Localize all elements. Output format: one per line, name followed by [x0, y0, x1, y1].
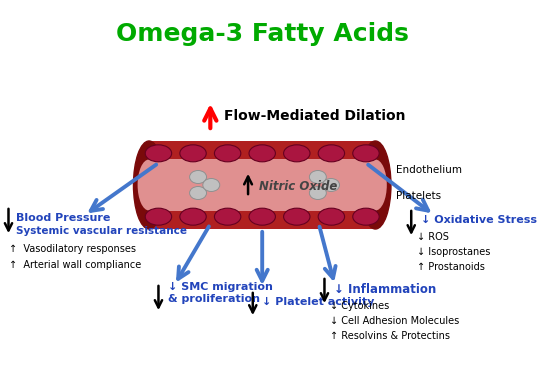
- Ellipse shape: [364, 160, 387, 211]
- Ellipse shape: [360, 141, 391, 229]
- Bar: [149, 160, 375, 211]
- Ellipse shape: [180, 208, 206, 225]
- Ellipse shape: [249, 208, 275, 225]
- Text: ↓ Inflammation: ↓ Inflammation: [334, 283, 436, 296]
- Ellipse shape: [138, 160, 160, 211]
- Text: Platelets: Platelets: [396, 191, 441, 201]
- Ellipse shape: [353, 208, 379, 225]
- Text: ↑ Prostanoids: ↑ Prostanoids: [417, 262, 485, 272]
- Ellipse shape: [214, 145, 241, 162]
- Text: ↓ Platelet activity: ↓ Platelet activity: [262, 297, 375, 307]
- Ellipse shape: [190, 186, 206, 200]
- Text: Blood Pressure: Blood Pressure: [16, 213, 110, 223]
- Ellipse shape: [133, 141, 165, 229]
- Ellipse shape: [249, 145, 275, 162]
- Ellipse shape: [318, 145, 345, 162]
- Text: ↓ Oxidative Stress: ↓ Oxidative Stress: [421, 215, 537, 225]
- Text: ↑  Vasodilatory responses: ↑ Vasodilatory responses: [9, 244, 137, 254]
- Text: ↓ ROS: ↓ ROS: [417, 232, 449, 242]
- Text: ↓ Cytokines: ↓ Cytokines: [330, 301, 390, 311]
- Ellipse shape: [203, 178, 220, 192]
- Bar: [149, 141, 375, 229]
- Ellipse shape: [214, 208, 241, 225]
- Text: Endothelium: Endothelium: [396, 164, 462, 175]
- Ellipse shape: [284, 208, 310, 225]
- Ellipse shape: [180, 145, 206, 162]
- Ellipse shape: [284, 145, 310, 162]
- Text: Systemic vascular resistance: Systemic vascular resistance: [16, 226, 187, 236]
- Text: Omega-3 Fatty Acids: Omega-3 Fatty Acids: [116, 22, 408, 46]
- Text: ↓ Cell Adhesion Molecules: ↓ Cell Adhesion Molecules: [330, 316, 460, 326]
- Ellipse shape: [318, 208, 345, 225]
- Text: Flow-Mediated Dilation: Flow-Mediated Dilation: [224, 109, 405, 123]
- Ellipse shape: [353, 145, 379, 162]
- Text: ↑ Resolvins & Protectins: ↑ Resolvins & Protectins: [330, 331, 450, 341]
- Ellipse shape: [190, 170, 206, 183]
- Text: Nitric Oxide: Nitric Oxide: [259, 181, 338, 194]
- Ellipse shape: [309, 186, 326, 200]
- Ellipse shape: [309, 170, 326, 183]
- Text: ↑  Arterial wall compliance: ↑ Arterial wall compliance: [9, 260, 142, 270]
- Text: ↓ Isoprostanes: ↓ Isoprostanes: [417, 247, 490, 257]
- Text: ↓ SMC migration
& proliferation: ↓ SMC migration & proliferation: [168, 282, 273, 304]
- Ellipse shape: [322, 178, 340, 192]
- Ellipse shape: [145, 208, 171, 225]
- Ellipse shape: [145, 145, 171, 162]
